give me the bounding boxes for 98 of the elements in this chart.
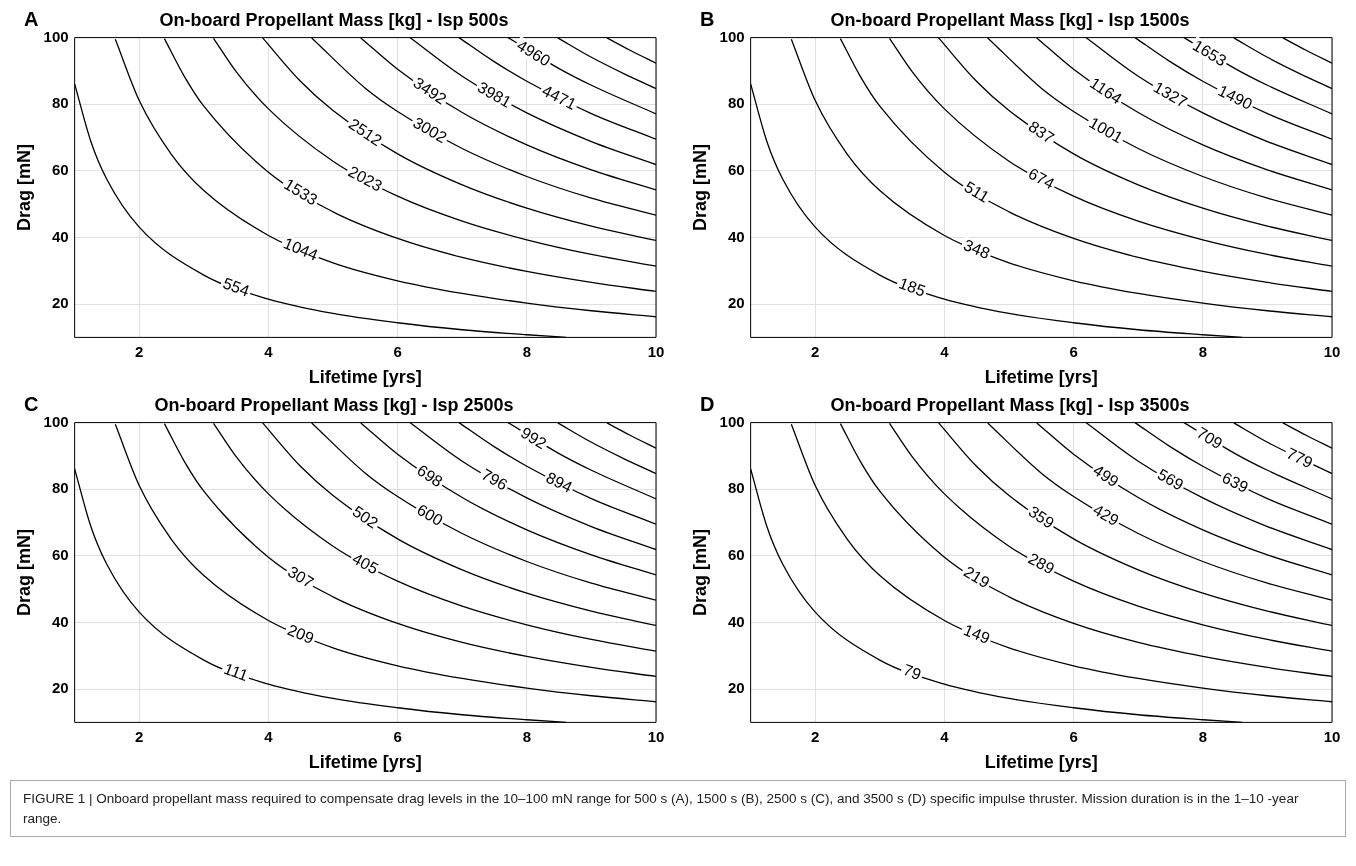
- y-tick-label: 60: [727, 160, 745, 178]
- x-tick-label: 10: [1323, 727, 1341, 745]
- text: 502: [349, 502, 382, 532]
- text: 429: [1090, 500, 1122, 530]
- y-tick-label: 20: [727, 294, 745, 312]
- x-tick-label: 8: [1198, 342, 1207, 360]
- y-tick-label: 40: [727, 612, 745, 630]
- text: 111: [221, 659, 251, 685]
- text: 359: [1025, 502, 1058, 532]
- y-axis-title: Drag [mN]: [13, 528, 34, 617]
- y-tick-label: 40: [727, 227, 745, 245]
- x-axis-title: Lifetime [yrs]: [308, 752, 422, 773]
- x-tick-label: 6: [393, 727, 402, 745]
- text: 511: [961, 178, 993, 206]
- y-tick-label: 20: [51, 679, 69, 697]
- y-tick-label: 60: [51, 545, 69, 563]
- y-tick-label: 40: [51, 227, 69, 245]
- text: 992: [517, 423, 550, 453]
- x-tick-label: 10: [647, 342, 665, 360]
- y-tick-label: 100: [43, 412, 69, 430]
- x-tick-label: 8: [1198, 727, 1207, 745]
- text: 1533: [281, 175, 321, 209]
- y-axis-title: Drag [mN]: [689, 528, 710, 617]
- chart-title: On-board Propellant Mass [kg] - Isp 2500s: [154, 394, 514, 415]
- text: 600: [414, 500, 446, 530]
- x-tick-label: 4: [940, 727, 950, 745]
- chart-title: On-board Propellant Mass [kg] - Isp 500s: [159, 9, 509, 30]
- y-tick-label: 80: [727, 479, 745, 497]
- text: B: [700, 7, 715, 30]
- x-tick-label: 4: [264, 727, 274, 745]
- text: 3002: [410, 113, 450, 147]
- text: 3981: [474, 78, 515, 111]
- y-tick-label: 20: [51, 294, 69, 312]
- x-axis-title: Lifetime [yrs]: [308, 367, 422, 388]
- text: 569: [1154, 465, 1187, 494]
- text: 219: [960, 562, 993, 592]
- text: 307: [284, 562, 317, 592]
- text: 554: [220, 274, 252, 300]
- chart-title: On-board Propellant Mass [kg] - Isp 1500s: [830, 9, 1190, 30]
- x-tick-label: 6: [393, 342, 402, 360]
- text: 894: [543, 468, 575, 496]
- text: 796: [478, 465, 511, 494]
- y-tick-label: 80: [727, 94, 745, 112]
- text: 709: [1193, 423, 1226, 453]
- text: 1490: [1215, 81, 1255, 113]
- text: 348: [961, 236, 993, 263]
- y-tick-label: 100: [719, 27, 745, 45]
- x-tick-label: 4: [264, 342, 274, 360]
- text: 4960: [514, 36, 554, 70]
- text: C: [24, 392, 39, 415]
- x-tick-label: 4: [940, 342, 950, 360]
- text: 698: [414, 461, 446, 491]
- x-tick-label: 2: [811, 727, 820, 745]
- x-tick-label: 2: [135, 342, 144, 360]
- chart-title: On-board Propellant Mass [kg] - Isp 3500s: [830, 394, 1190, 415]
- text: 2512: [345, 115, 385, 150]
- x-tick-label: 10: [647, 727, 665, 745]
- x-axis-title: Lifetime [yrs]: [984, 752, 1098, 773]
- y-tick-label: 40: [51, 612, 69, 630]
- y-axis-title: Drag [mN]: [13, 143, 34, 232]
- x-tick-label: 8: [522, 342, 531, 360]
- x-tick-label: 2: [135, 727, 144, 745]
- text: 674: [1025, 164, 1058, 193]
- y-tick-label: 20: [727, 679, 745, 697]
- text: A: [24, 7, 39, 30]
- x-tick-label: 2: [811, 342, 820, 360]
- y-tick-label: 60: [727, 545, 745, 563]
- text: 79: [900, 660, 924, 684]
- x-tick-label: 6: [1069, 342, 1078, 360]
- text: 2023: [345, 162, 386, 195]
- text: 779: [1284, 444, 1316, 472]
- text: 3492: [410, 73, 450, 108]
- text: 639: [1219, 468, 1251, 496]
- y-tick-label: 100: [43, 27, 69, 45]
- text: 289: [1025, 549, 1058, 578]
- text: 499: [1090, 461, 1122, 491]
- text: 209: [285, 621, 317, 648]
- text: 1044: [281, 234, 321, 264]
- text: 1327: [1150, 78, 1191, 111]
- text: 1164: [1086, 74, 1126, 108]
- y-tick-label: 100: [719, 412, 745, 430]
- y-tick-label: 80: [51, 94, 69, 112]
- text: 405: [349, 549, 382, 578]
- text: 4471: [539, 81, 579, 113]
- y-tick-label: 80: [51, 479, 69, 497]
- caption: FIGURE 1 | Onboard propellant mass required to compensate drag levels in the 10–100 mN range for 500 s (A), 1500 s (B), 2500 s (C), and 3500 s (D) specific impulse thruster. Mission duration is in the 1–10 -year range.: [10, 780, 1346, 838]
- x-tick-label: 10: [1323, 342, 1341, 360]
- text: D: [700, 392, 715, 415]
- y-axis-title: Drag [mN]: [689, 143, 710, 232]
- x-axis-title: Lifetime [yrs]: [984, 367, 1098, 388]
- text: 1001: [1086, 113, 1126, 147]
- x-tick-label: 8: [522, 727, 531, 745]
- text: 149: [961, 621, 993, 648]
- text: 1653: [1190, 36, 1230, 70]
- text: 837: [1025, 117, 1058, 147]
- text: 185: [896, 274, 928, 300]
- x-tick-label: 6: [1069, 727, 1078, 745]
- y-tick-label: 60: [51, 160, 69, 178]
